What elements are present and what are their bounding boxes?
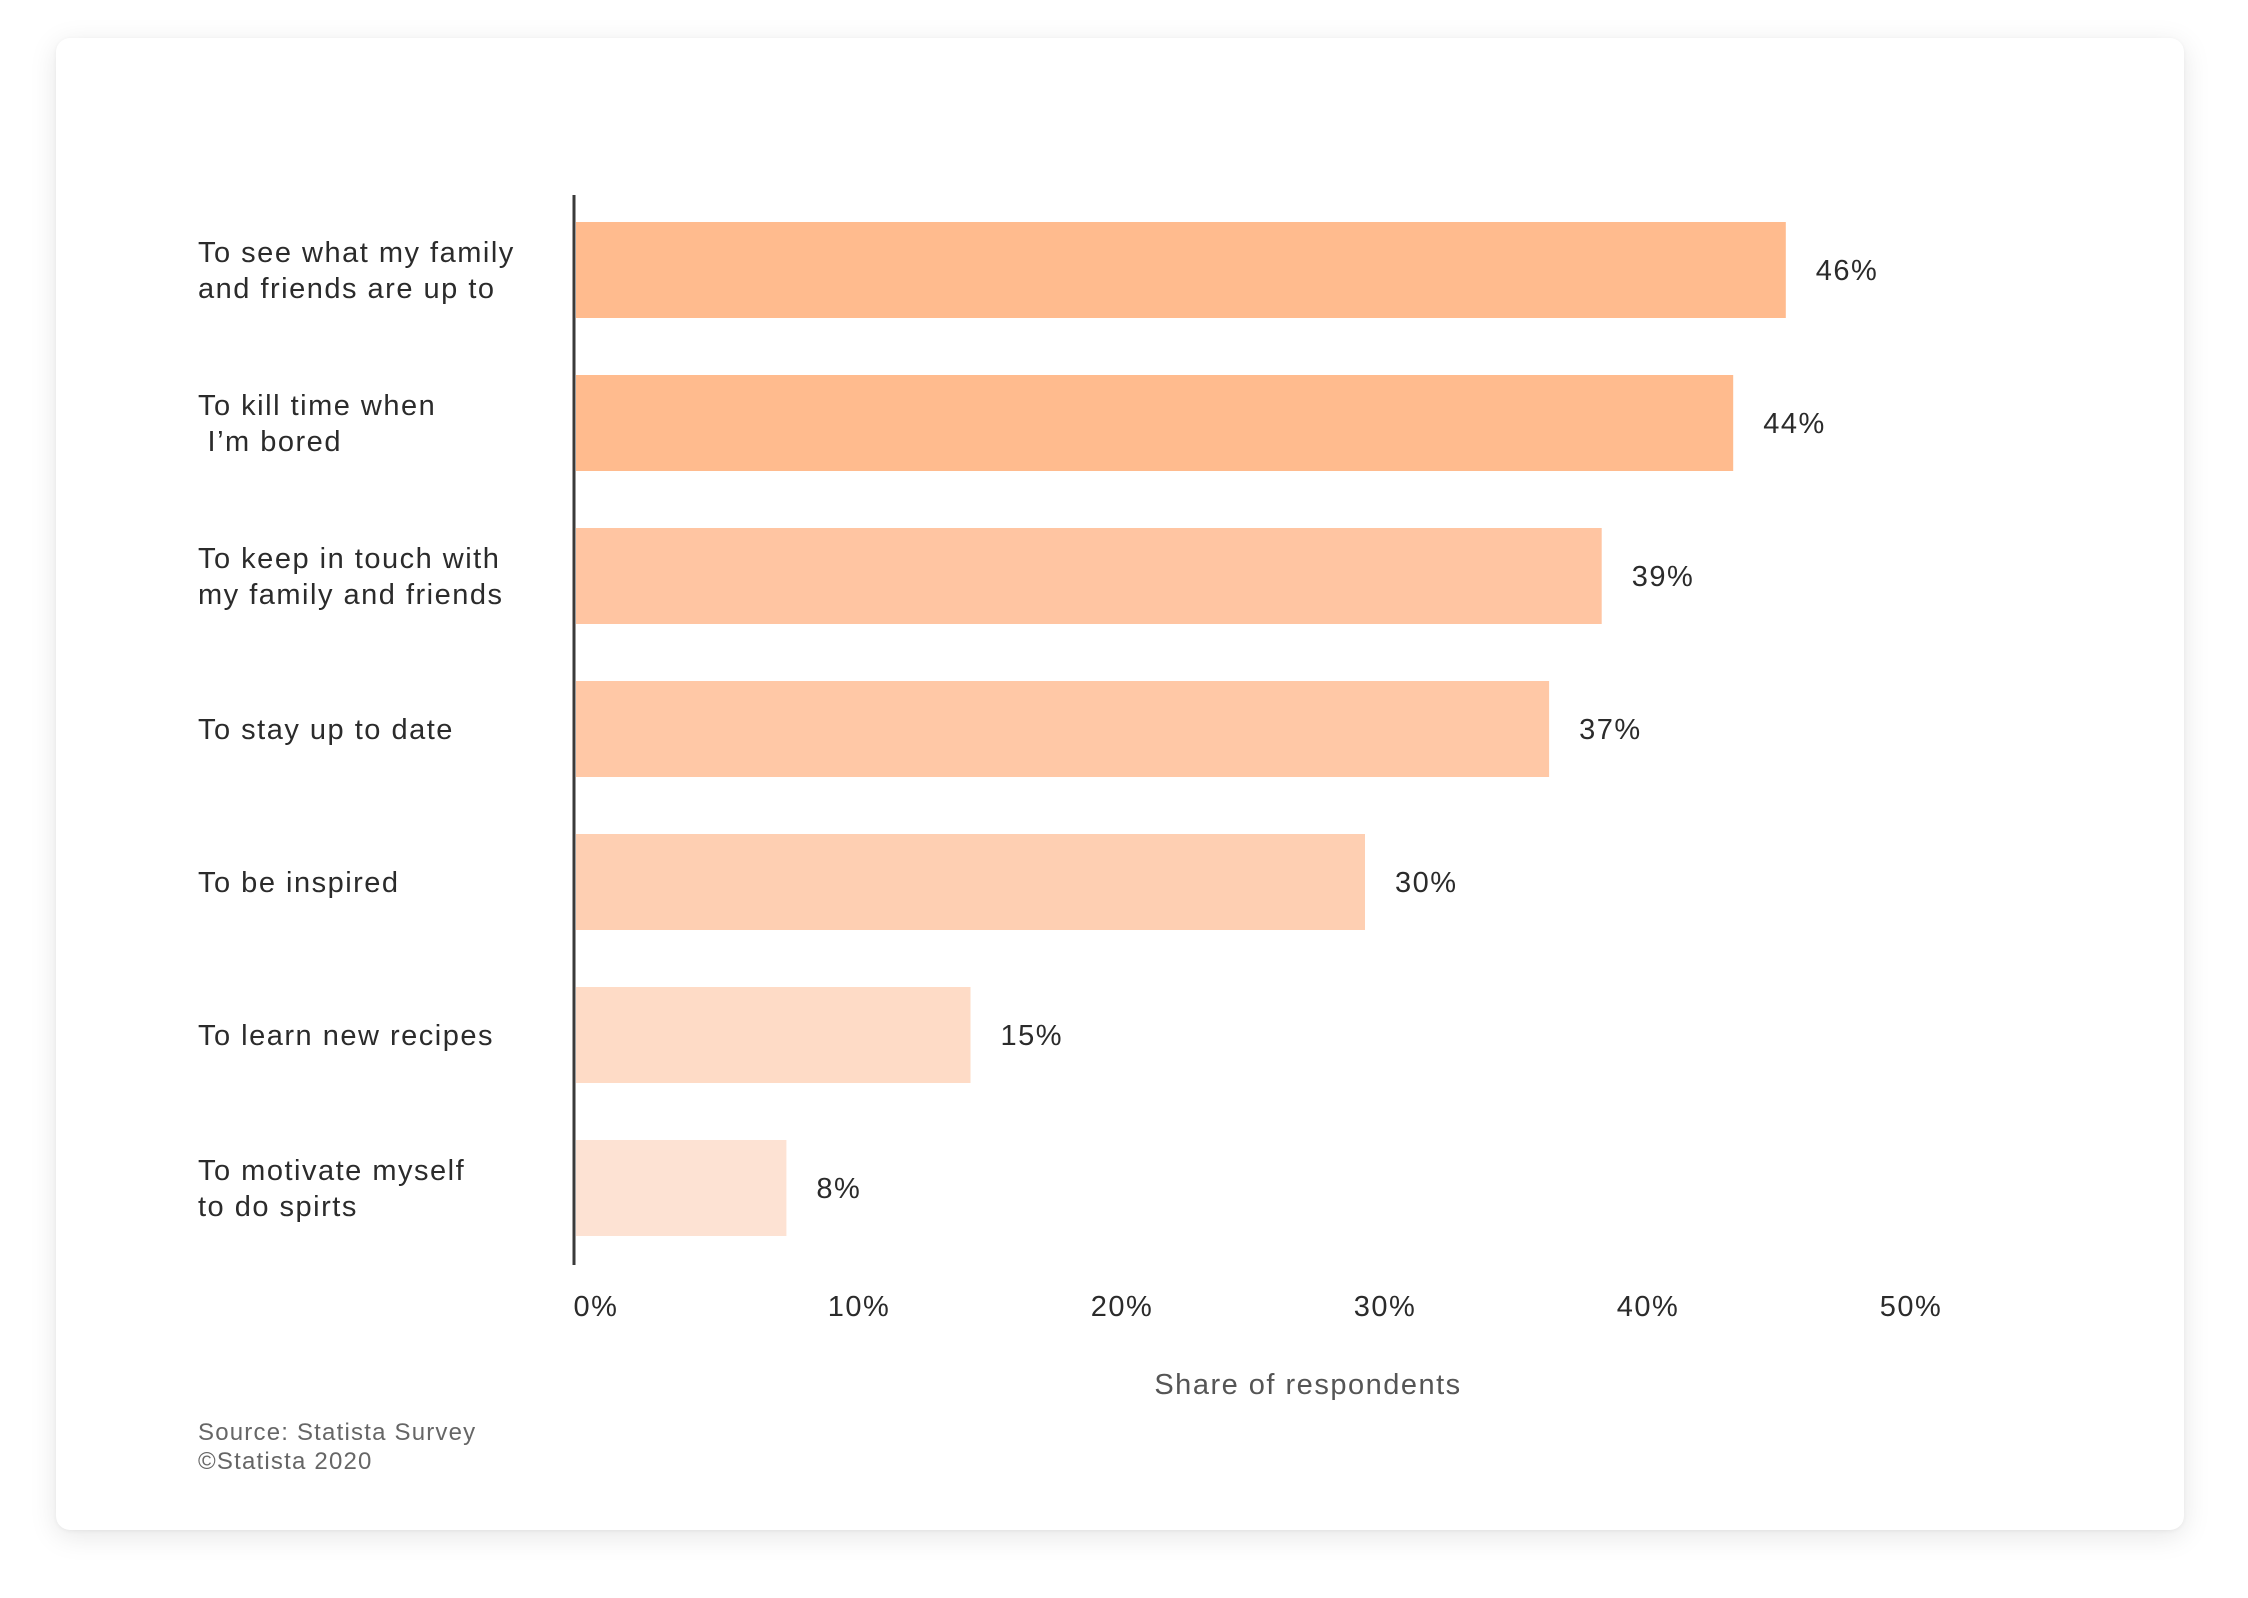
category-label-line: To kill time when (198, 390, 436, 422)
value-labels-layer: 46% 44% 39% 37% 30% 15% 8% (816, 255, 1879, 1205)
bar-1 (576, 222, 1786, 318)
category-label-line: and friends are up to (198, 273, 496, 305)
x-tick-label-20: 20% (1091, 1291, 1154, 1323)
category-label-line: to do spirts (198, 1191, 358, 1223)
category-label-3: To keep in touch with my family and frien… (198, 543, 504, 611)
value-label-1: 46% (1816, 255, 1879, 287)
bars-layer (576, 222, 1786, 1236)
x-tick-label-10: 10% (828, 1291, 891, 1323)
category-label-7: To motivate myself to do spirts (198, 1155, 465, 1223)
bar-3 (576, 528, 1602, 624)
copyright-text: ©Statista 2020 (198, 1448, 373, 1475)
source-note: Source: Statista Survey ©Statista 2020 (198, 1418, 476, 1476)
category-label-4: To stay up to date (198, 714, 454, 746)
category-label-2: To kill time when I’m bored (198, 390, 436, 458)
bar-5 (576, 834, 1365, 930)
bar-7 (576, 1140, 787, 1236)
category-label-line: To motivate myself (198, 1155, 465, 1187)
category-label-line: To keep in touch with (198, 543, 500, 575)
x-tick-label-30: 30% (1354, 1291, 1417, 1323)
category-label-line: To be inspired (198, 867, 400, 899)
category-label-line: my family and friends (198, 579, 504, 611)
x-tick-label-40: 40% (1617, 1291, 1680, 1323)
category-label-5: To be inspired (198, 867, 400, 899)
category-label-line: I’m bored (198, 426, 342, 458)
bar-6 (576, 987, 971, 1083)
x-tick-label-0: 0% (574, 1291, 619, 1323)
value-label-3: 39% (1632, 561, 1695, 593)
category-label-line: To see what my family (198, 237, 515, 269)
value-label-7: 8% (816, 1173, 861, 1205)
category-label-6: To learn new recipes (198, 1020, 494, 1052)
x-axis-ticks: 0% 10% 20% 30% 40% 50% (574, 1291, 1943, 1323)
category-label-1: To see what my family and friends are up … (198, 237, 515, 305)
category-label-line: To stay up to date (198, 714, 454, 746)
value-label-5: 30% (1395, 867, 1458, 899)
value-label-6: 15% (1001, 1020, 1064, 1052)
bar-2 (576, 375, 1734, 471)
category-label-line: To learn new recipes (198, 1020, 494, 1052)
category-labels-layer: To see what my family and friends are up … (198, 237, 515, 1223)
bar-4 (576, 681, 1550, 777)
value-label-4: 37% (1579, 714, 1642, 746)
x-tick-label-50: 50% (1880, 1291, 1943, 1323)
value-label-2: 44% (1763, 408, 1826, 440)
source-text: Source: Statista Survey (198, 1419, 477, 1446)
x-axis-title: Share of respondents (1154, 1369, 1461, 1401)
